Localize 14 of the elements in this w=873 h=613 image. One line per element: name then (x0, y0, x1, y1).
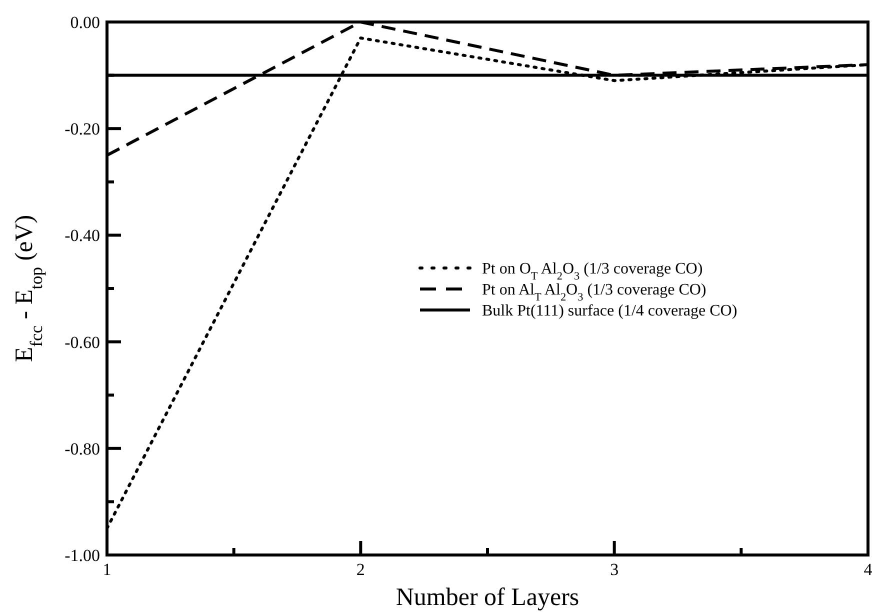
x-axis-title: Number of Layers (396, 584, 580, 611)
legend-label: Bulk Pt(111) surface (1/4 coverage CO) (482, 302, 738, 320)
y-tick-label: -0.20 (64, 120, 100, 139)
x-tick-label: 2 (356, 560, 365, 579)
x-tick-label: 1 (102, 560, 112, 579)
legend-label: Pt on O$_{T}$ Al$_{2}$O$_{3}$ (1/3 coverage CO) (482, 260, 703, 283)
y-tick-label: -0.60 (64, 332, 100, 352)
y-tick-label: -0.40 (64, 226, 100, 246)
x-tick-label: 4 (864, 560, 873, 579)
y-tick-label: -0.80 (64, 439, 100, 458)
y-tick-label: 0.00 (70, 12, 100, 32)
x-tick-label: 3 (610, 560, 619, 579)
y-tick-label: -1.00 (64, 546, 100, 565)
legend-label: Pt on Al$_{T}$ Al$_{2}$O$_{3}$ (1/3 coverage CO) (482, 282, 706, 304)
